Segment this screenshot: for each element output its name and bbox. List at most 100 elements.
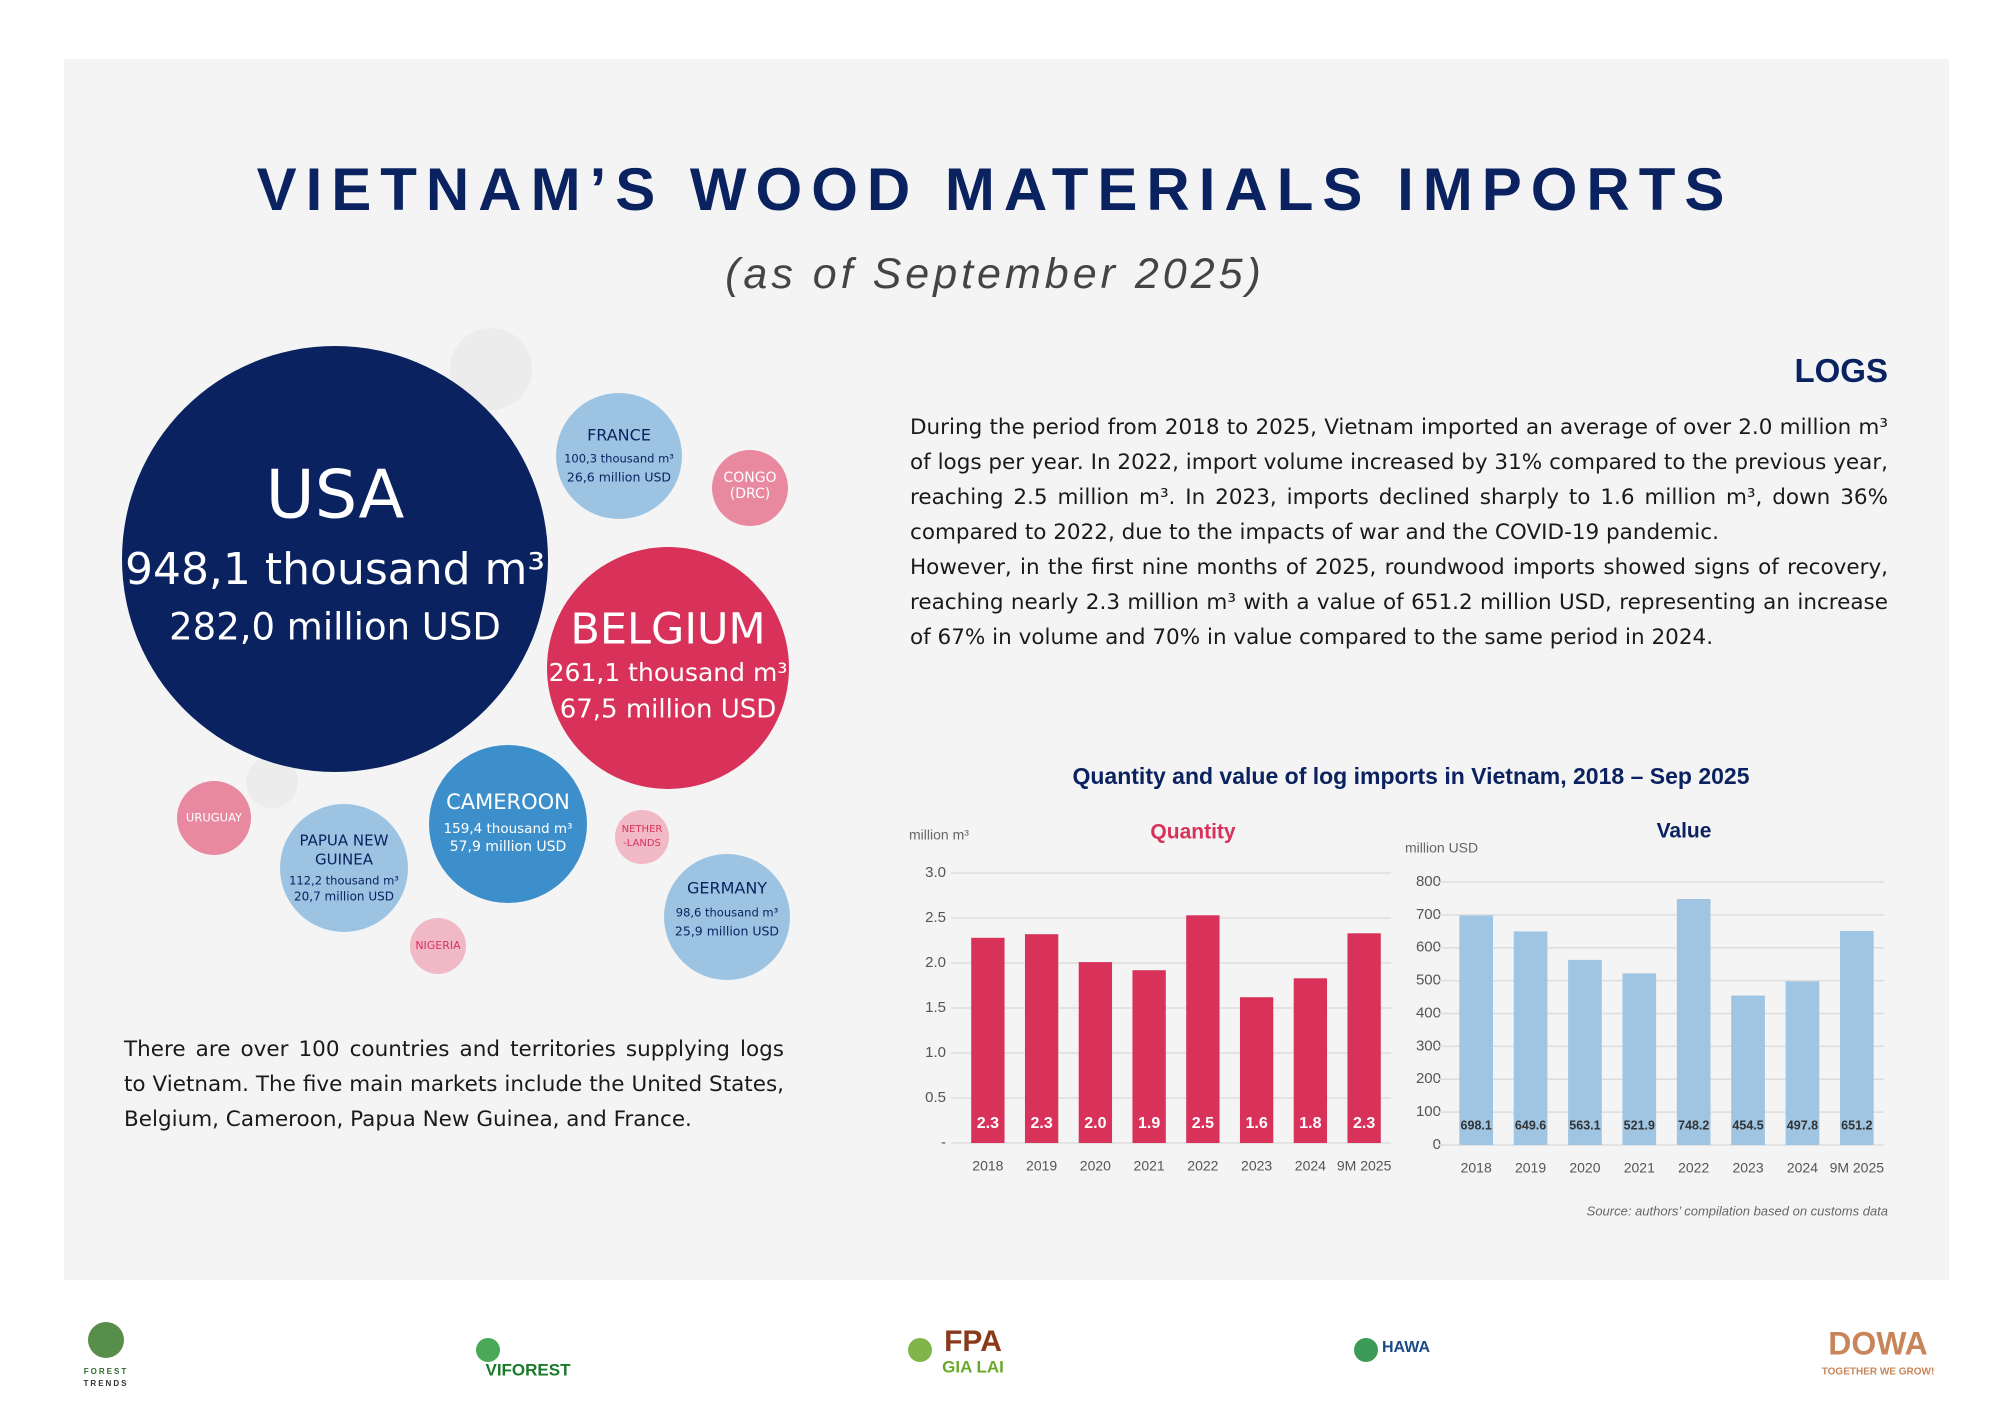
- paragraph: However, in the first nine months of 202…: [910, 555, 1888, 650]
- y-tick-label: 400: [1416, 1004, 1441, 1021]
- bubble-label: PAPUA NEW: [300, 832, 389, 850]
- bar: [1513, 931, 1548, 1145]
- value-label: 651.2: [1841, 1118, 1872, 1132]
- y-tick-label: 2.5: [925, 909, 946, 926]
- logo-mark: [908, 1338, 932, 1362]
- logo-text: TOGETHER WE GROW!: [1822, 1367, 1935, 1378]
- bubble-label: 57,9 million USD: [450, 839, 567, 855]
- value-label: 2.0: [1084, 1115, 1106, 1132]
- bubble-label: 26,6 million USD: [567, 470, 671, 485]
- x-tick-label: 2024: [1295, 1158, 1326, 1174]
- logo-text: FOREST: [84, 1367, 128, 1376]
- bar: [1132, 970, 1166, 1143]
- logo-mark: [88, 1322, 124, 1358]
- x-tick-label: 2023: [1241, 1158, 1272, 1174]
- x-tick-label: 2022: [1187, 1158, 1218, 1174]
- bubble-label: 98,6 thousand m³: [676, 906, 779, 920]
- bubble-label: 100,3 thousand m³: [564, 452, 674, 466]
- bubble-label: CONGO: [723, 470, 776, 486]
- bubble-label: 67,5 million USD: [560, 695, 777, 725]
- logs-heading: LOGS: [1794, 352, 1888, 389]
- y-tick-label: 3.0: [925, 864, 946, 881]
- bubble-label: CAMEROON: [446, 790, 570, 814]
- y-axis-label: million USD: [1405, 840, 1478, 856]
- bubble-label: 261,1 thousand m³: [549, 658, 788, 687]
- chart-title: Quantity: [1150, 821, 1235, 844]
- y-tick-label: 300: [1416, 1037, 1441, 1054]
- bubble-label: -LANDS: [623, 838, 661, 849]
- x-tick-label: 2020: [1569, 1160, 1600, 1176]
- y-tick-label: 0.5: [925, 1089, 946, 1106]
- value-label: 698.1: [1461, 1118, 1492, 1132]
- bubble-label: BELGIUM: [570, 605, 765, 655]
- y-tick-label: 500: [1416, 972, 1441, 989]
- x-tick-label: 2019: [1515, 1160, 1546, 1176]
- bar: [1785, 981, 1820, 1145]
- bar: [1568, 959, 1602, 1145]
- bubble: [556, 393, 682, 519]
- bubble: [664, 854, 790, 980]
- y-tick-label: 800: [1416, 873, 1441, 890]
- x-tick-label: 2018: [972, 1158, 1003, 1174]
- logo-text: DOWA: [1828, 1325, 1928, 1361]
- logs-text: During the period from 2018 to 2025, Vie…: [910, 410, 1888, 655]
- x-tick-label: 2022: [1678, 1160, 1709, 1176]
- bubble-label: 20,7 million USD: [294, 890, 394, 904]
- bubble-label: 948,1 thousand m³: [125, 544, 545, 595]
- bar: [1622, 973, 1657, 1145]
- value-label: 2.3: [977, 1115, 999, 1132]
- y-tick-label: 2.0: [925, 954, 946, 971]
- y-tick-label: 700: [1416, 906, 1441, 923]
- x-tick-label: 2023: [1732, 1160, 1763, 1176]
- y-tick-label: 100: [1416, 1103, 1441, 1120]
- y-tick-label: 1.0: [925, 1044, 946, 1061]
- x-tick-label: 9M 2025: [1830, 1160, 1885, 1176]
- subtitle: (as of September 2025): [725, 250, 1265, 298]
- logo-text: FPA: [944, 1325, 1002, 1358]
- bubble-label: 112,2 thousand m³: [289, 874, 399, 888]
- value-label: 1.9: [1138, 1115, 1160, 1132]
- bubble: [712, 450, 788, 526]
- bar: [1839, 930, 1874, 1145]
- bar: [1024, 934, 1059, 1143]
- bubble-label: NIGERIA: [415, 939, 461, 952]
- x-tick-label: 2021: [1134, 1158, 1165, 1174]
- value-label: 563.1: [1569, 1118, 1600, 1132]
- bar: [1347, 933, 1381, 1143]
- bar: [1239, 997, 1274, 1143]
- bubble: [615, 810, 669, 864]
- x-tick-label: 2024: [1787, 1160, 1818, 1176]
- bar: [1078, 962, 1113, 1143]
- logo-text: VIFOREST: [485, 1360, 571, 1379]
- y-tick-label: 1.5: [925, 999, 946, 1016]
- bubble-label: 159,4 thousand m³: [444, 821, 573, 837]
- decor-circle: [450, 328, 532, 410]
- logo-mark: [1354, 1338, 1378, 1362]
- charts-heading: Quantity and value of log imports in Vie…: [1072, 763, 1749, 789]
- bubble: [280, 804, 408, 932]
- bubble-label: GERMANY: [687, 879, 767, 898]
- bubble-label: FRANCE: [587, 426, 651, 445]
- x-tick-label: 9M 2025: [1337, 1158, 1392, 1174]
- y-axis-label: million m³: [909, 827, 969, 843]
- y-tick-label: 0: [1433, 1136, 1441, 1153]
- paragraph: During the period from 2018 to 2025, Vie…: [910, 415, 1888, 545]
- bar: [1676, 899, 1711, 1145]
- x-tick-label: 2018: [1461, 1160, 1492, 1176]
- bubble-label: (DRC): [730, 486, 771, 502]
- chart-title: Value: [1657, 820, 1712, 843]
- value-label: 454.5: [1732, 1118, 1763, 1132]
- y-tick-label: 600: [1416, 939, 1441, 956]
- logo-text: HAWA: [1382, 1339, 1430, 1356]
- logo-text: GIA LAI: [942, 1357, 1004, 1376]
- value-label: 1.6: [1246, 1115, 1268, 1132]
- logo-text: TRENDS: [84, 1379, 129, 1388]
- value-label: 2.3: [1031, 1115, 1053, 1132]
- bubble: [122, 346, 548, 772]
- bubble-label: GUINEA: [315, 851, 374, 869]
- value-label: 497.8: [1787, 1118, 1818, 1132]
- logo-mark: [476, 1338, 500, 1362]
- source: Source: authors’ compilation based on cu…: [1587, 1203, 1888, 1218]
